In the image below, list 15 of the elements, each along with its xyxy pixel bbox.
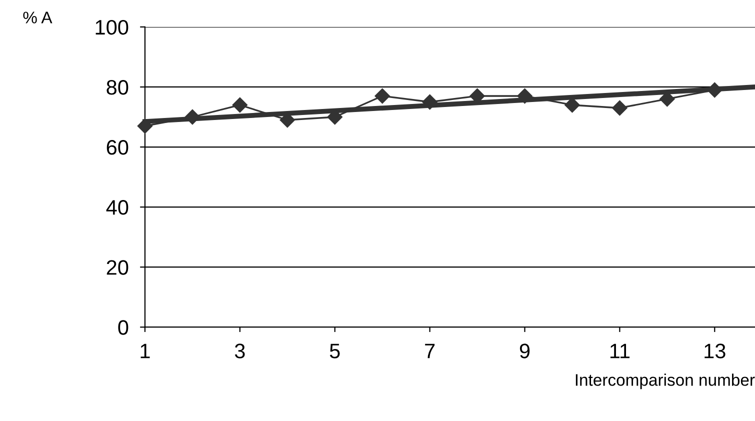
x-tick-label: 9 [520,344,530,358]
y-tick-label: 60 [106,140,128,155]
x-axis-title: Intercomparison number [576,374,755,390]
y-tick-label: 20 [106,260,128,275]
y-axis-title: % A [23,12,52,24]
x-tick-label: 5 [330,344,340,358]
x-tick-label: 1 [140,344,150,358]
y-tick-label: 80 [106,80,128,95]
x-tick-label: 7 [425,344,435,358]
y-tick-label: 100 [96,20,128,35]
y-tick-label: 40 [106,200,128,215]
x-tick-label: 13 [704,344,726,358]
x-tick-label: 3 [234,344,245,358]
x-tick-label: 11 [610,344,630,358]
y-tick-label: 0 [118,320,128,335]
